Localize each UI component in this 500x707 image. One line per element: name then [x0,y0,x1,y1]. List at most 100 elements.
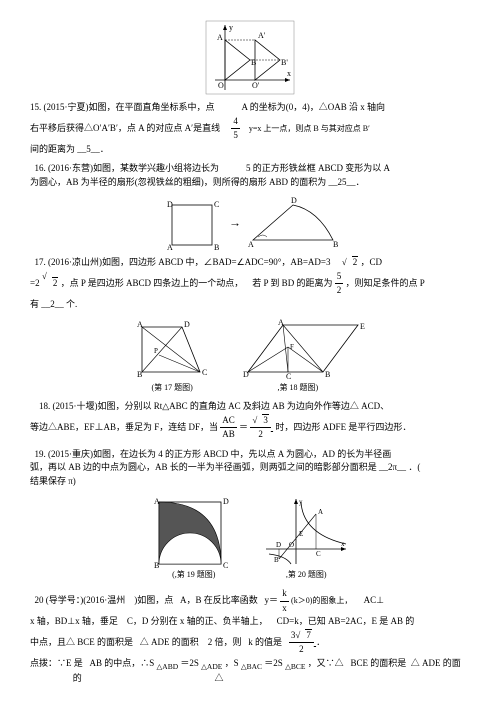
problem-16: 16. (2016·东营)如图，某数学兴趣小组将边长为 5 的正方形铁丝框 AB… [30,162,470,189]
svg-text:A: A [217,33,223,42]
p16-line2: 为圆心，AB 为半径的扇形(忽视铁丝的粗细)，则所得的扇形 ABD 的面积为 [30,177,326,187]
p20-func: y＝ [265,595,279,605]
p20-frac: k x [280,587,289,615]
figure-6-svg: A D B C [149,494,239,569]
p17-line3b: 个. [66,299,77,309]
p20-line3c: 2 倍，则 [208,637,242,647]
p16-number: 16. [35,163,46,173]
p20-line4b: AB 的中点，∴S [90,658,155,668]
p19-text1: (2015·重庆)如图，在边长为 4 的正方形 ABCD 中，先以点 A 为圆心… [48,449,391,459]
figure-1-svg: A B O A' B' O' x y [205,20,295,95]
p20-line4e: ＝2S [264,658,283,668]
p20-tri: △ [215,673,224,683]
problem-18: 18. (2015·十堰)如图，分别以 Rt△ABC 的直角边 AC 及斜边 A… [30,400,470,442]
p18-line2b: 时，四边形 ADFE 是平行四边形． [275,422,411,432]
p15-text2: A 的坐标为(0，4)，△OAB 沿 x 轴向 [242,102,386,112]
figure-5-svg: A E B C D F [228,317,368,382]
svg-text:D: D [167,200,173,209]
svg-text:D: D [184,320,190,329]
p20-part4: AC⊥ [364,595,384,605]
svg-text:C: C [214,200,219,209]
problem-15: 15. (2015·宁夏)如图，在平面直角坐标系中，点 A 的坐标为(0，4)，… [30,101,470,156]
svg-text:B: B [154,561,159,569]
p20-line4a: 点拨：∵E 是 [30,658,83,668]
p19-answer: __2π__ [379,462,406,472]
p18-text1: (2015·十堰)如图，分别以 Rt△ABC 的直角边 AC 及斜边 AB 为边… [53,401,390,411]
p20-line5: 的 [73,673,82,683]
p17-sqrt2: 2 [42,278,59,288]
p20-text1: (导学号：)(2016·温州 [46,595,126,605]
p16-text1: (2016·东营)如图，某数学兴趣小组将边长为 [48,163,219,173]
figure-4-svg: A D C B P [132,317,212,382]
p20-line4h: ADE 的面 [422,658,461,668]
p19-line3: 结果保存 π) [30,476,76,486]
svg-text:D: D [243,370,249,379]
svg-text:D: D [291,196,297,205]
svg-text:D: D [223,497,229,506]
problem-20: 20 (导学号：)(2016·温州 )如图，点 A，B 在反比率函数 y＝ k … [30,587,470,685]
svg-text:B: B [137,370,142,379]
svg-text:O: O [289,541,294,549]
p17-line2d: ，则知足条件的点 P [345,278,424,288]
p17-number: 17. [35,257,46,267]
p15-fraction: 4 5 [231,115,240,143]
svg-text:O': O' [252,81,260,90]
figure-6-7-row: A D B C (,第 19 题图) A B C D O E x y [30,494,470,581]
p20-sub2: △ADE [201,661,222,670]
p19-line2b: ．( [408,462,420,472]
svg-text:B: B [251,58,256,67]
p20-line3d: k 的值是 [248,637,282,647]
p20-cond: (k＞0)的图象上， [291,596,352,605]
p20-part3: A，B 在反比率函数 [180,595,258,605]
p20-line2b: C，D 分别在 x 轴的正、负半轴上， [127,616,268,626]
p20-sub1: △ABD [157,661,179,670]
p17-line2a: =2 [30,278,40,288]
svg-text:y: y [299,498,303,506]
svg-text:F: F [290,343,294,351]
problem-17: 17. (2016·凉山州)如图，四边形 ABCD 中，∠BAD=∠ADC=90… [30,256,470,311]
p16-text2: 5 的正方形铁丝框 ABCD 变形为以 A [246,163,390,173]
figure-7-svg: A B C D O E x y [261,494,351,569]
p20-line3b: ADE 的面积 [151,637,199,647]
problem-19: 19. (2015·重庆)如图，在边长为 4 的正方形 ABCD 中，先以点 A… [30,448,470,489]
svg-text:D: D [276,541,281,549]
svg-text:C: C [223,561,228,569]
p17-line3: 有 [30,299,39,309]
p15-text1: (2015·宁夏)如图，在平面直角坐标系中，点 [44,102,215,112]
p18-frac2: 3 2 [250,414,271,442]
p18-number: 18. [39,401,50,411]
p17-line2b: ，点 P 是四边形 ABCD 四条边上的一个动点， [61,278,244,288]
p20-sub4: △BCE [285,661,305,670]
svg-text:A: A [137,320,143,329]
svg-text:A: A [167,243,173,250]
figure-7-caption: ,第 20 题图) [261,569,351,581]
figure-5-caption: ,第 18 题图) [228,382,368,394]
p20-line4f: ，又∵△ [308,658,344,668]
p19-line2: 弧，再以 AB 边的中点为圆心，AB 长的一半为半径画弧，则两弧之间的暗影部分面… [30,462,377,472]
p20-sub3: △BAC [241,661,262,670]
p18-frac1: AC AB [220,414,237,442]
p20-ans-frac: 37 2 [289,629,314,657]
p20-line2: x 轴，BD⊥x 轴，垂足 [30,616,118,626]
p20-line2c: CD=k，已知 AB=2AC，E 是 AB 的 [277,616,415,626]
svg-text:B: B [325,370,330,379]
svg-text:A: A [318,508,323,516]
p15-line2a: 右平移后获得△O′A′B′，点 A 的对应点 A′是直线 [30,123,220,133]
svg-text:O: O [218,81,224,90]
figure-4-caption: (第 17 题图) [132,382,212,394]
p15-answer: __5__ [77,144,100,154]
p19-number: 19. [35,449,46,459]
figure-2-3-row: D C A B → D A B [30,195,470,250]
svg-text:C: C [316,550,321,558]
svg-text:C: C [202,368,207,377]
svg-text:E: E [360,322,365,331]
svg-text:y: y [229,23,233,32]
figure-1-container: A B O A' B' O' x y [30,20,470,95]
figure-6-caption: (,第 19 题图) [149,569,239,581]
p16-answer: __25__ [329,177,356,187]
p20-line3a: 中点，且△ BCE 的面积是 [30,637,133,647]
p15-number: 15. [30,102,41,112]
p15-line3: 间的距离为 [30,144,75,154]
p17-answer: __2__ [41,299,64,309]
svg-text:P: P [154,347,158,355]
